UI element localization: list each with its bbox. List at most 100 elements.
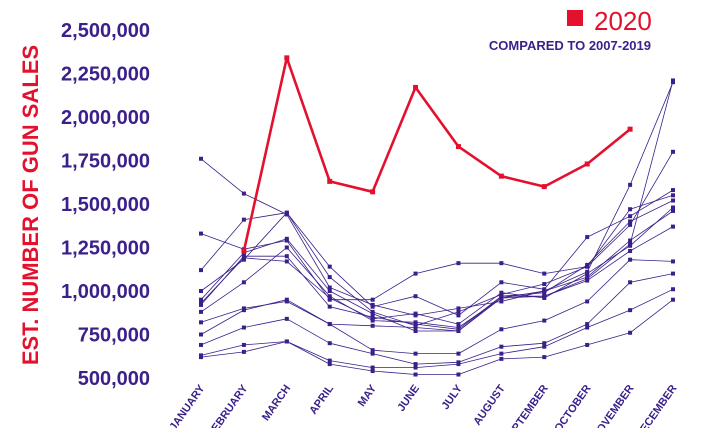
y-tick-label: 750,000 — [78, 325, 150, 347]
data-point — [671, 271, 675, 276]
data-point — [241, 325, 246, 330]
data-point — [628, 242, 633, 247]
data-point — [671, 205, 675, 210]
data-point-2020 — [455, 144, 461, 150]
data-point — [413, 271, 418, 276]
data-point-2020 — [370, 189, 376, 195]
data-point — [671, 208, 675, 213]
series-comparison-year — [199, 297, 675, 377]
series-line — [200, 210, 674, 328]
data-point — [456, 360, 461, 365]
data-point — [370, 302, 375, 307]
data-point — [456, 261, 461, 266]
data-point — [284, 316, 289, 321]
data-point — [542, 344, 547, 349]
data-point — [241, 254, 246, 259]
series-comparison-year — [199, 78, 675, 332]
series-line — [200, 207, 674, 325]
data-point — [284, 299, 289, 304]
y-tick-label: 2,000,000 — [61, 107, 150, 129]
data-point — [628, 280, 633, 285]
data-point — [413, 329, 418, 334]
x-tick-label: SEPTEMBER — [502, 383, 551, 428]
data-point — [199, 353, 203, 358]
series-lines — [199, 55, 675, 377]
legend-title: 2020 — [594, 6, 652, 36]
series-line — [200, 151, 674, 301]
data-point — [628, 214, 633, 219]
series-line — [200, 273, 674, 365]
data-point — [199, 302, 203, 307]
data-point — [456, 322, 461, 327]
series-comparison-year — [199, 188, 675, 318]
data-point — [671, 193, 675, 198]
data-point — [456, 372, 461, 377]
data-point — [370, 348, 375, 353]
data-point — [413, 365, 418, 370]
data-point — [542, 289, 547, 293]
data-point — [241, 257, 246, 262]
data-point — [542, 318, 547, 323]
data-point — [499, 280, 504, 285]
data-point — [370, 297, 375, 302]
data-point — [327, 297, 332, 302]
data-point — [628, 238, 633, 243]
data-point — [585, 269, 590, 274]
data-point — [199, 231, 203, 236]
x-tick-label: MAY — [356, 382, 380, 409]
y-tick-label: 2,500,000 — [61, 20, 150, 42]
data-point — [499, 356, 504, 361]
data-point — [671, 297, 675, 302]
series-line — [200, 200, 674, 332]
legend-swatch-2020 — [567, 10, 583, 26]
data-point — [199, 342, 203, 347]
data-point — [585, 322, 590, 327]
y-axis-label: EST. NUMBER OF GUN SALES — [18, 45, 43, 365]
data-point — [628, 219, 633, 224]
data-point — [327, 264, 332, 269]
x-tick-label: OCTOBER — [552, 383, 593, 428]
series-line — [200, 259, 674, 354]
data-point — [585, 342, 590, 347]
data-point — [413, 322, 418, 327]
data-point — [628, 222, 633, 227]
y-tick-label: 1,000,000 — [61, 281, 150, 303]
series-line — [200, 80, 674, 330]
data-point — [284, 259, 289, 264]
data-point — [542, 282, 547, 287]
data-point — [199, 332, 203, 337]
data-point — [585, 276, 590, 281]
data-point — [456, 306, 461, 311]
data-point — [628, 257, 633, 262]
data-point — [542, 271, 547, 276]
data-point — [370, 369, 375, 374]
x-tick-label: AUGUST — [471, 383, 508, 428]
y-tick-label: 500,000 — [78, 368, 150, 390]
data-point — [456, 309, 461, 314]
series-comparison-year — [199, 149, 675, 302]
data-point-2020 — [584, 161, 590, 167]
data-point — [671, 78, 675, 83]
data-point — [370, 315, 375, 320]
data-point — [413, 294, 418, 299]
data-point — [499, 299, 504, 304]
legend: 2020 COMPARED TO 2007-2019 — [489, 6, 652, 53]
series-comparison-year — [199, 224, 675, 334]
y-axis-ticks: 2,500,000 2,250,000 2,000,000 1,750,000 1,50… — [61, 20, 150, 390]
y-tick-label: 2,250,000 — [61, 64, 150, 86]
data-point — [284, 339, 289, 344]
data-point — [199, 268, 203, 273]
data-point — [327, 322, 332, 327]
series-line — [200, 189, 674, 316]
series-2020 — [241, 55, 633, 254]
x-tick-label: JANUARY — [167, 382, 207, 428]
data-point — [241, 191, 246, 196]
data-point — [241, 280, 246, 285]
data-point — [327, 304, 332, 309]
series-line-2020 — [242, 56, 631, 252]
data-point — [370, 309, 375, 314]
data-point — [542, 341, 547, 346]
data-point — [413, 372, 418, 377]
